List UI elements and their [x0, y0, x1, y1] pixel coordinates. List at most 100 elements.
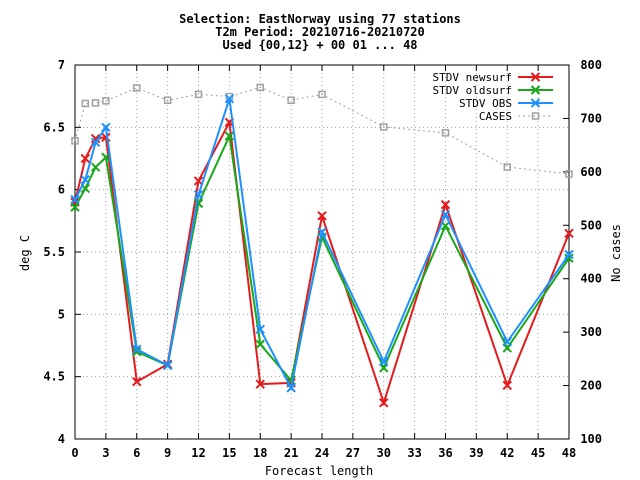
data-point-stdv-obs — [379, 356, 389, 367]
x-tick-label: 30 — [377, 446, 391, 460]
legend-label: CASES — [479, 110, 512, 123]
data-point-stdv-obs — [132, 344, 142, 354]
legend-label: STDV OBS — [459, 97, 512, 110]
y-tick-label: 4.5 — [43, 370, 65, 384]
data-point-stdv-obs — [255, 324, 265, 335]
y-tick-labels: 4 4.5 5 5.5 6 6.5 7 — [43, 58, 65, 446]
series-line-stdv-newsurf — [74, 118, 570, 407]
legend-entry-stdv-newsurf: STDV newsurf — [433, 71, 553, 84]
data-point-stdv-obs — [90, 137, 101, 148]
data-point-stdv-obs — [440, 209, 451, 220]
legend-marker — [530, 85, 541, 95]
y-tick-label: 7 — [58, 58, 65, 72]
x-tick-label: 48 — [562, 446, 576, 460]
legend-label: STDV newsurf — [433, 71, 512, 84]
series-group — [70, 83, 574, 408]
series-line-stdv-obs — [74, 98, 570, 391]
data-point-stdv-newsurf — [502, 380, 512, 391]
data-point-stdv-newsurf — [379, 398, 389, 408]
data-point-stdv-obs — [101, 122, 111, 133]
data-point-cases — [503, 163, 511, 171]
data-point-cases — [163, 96, 172, 105]
y2-tick-label: 800 — [580, 58, 602, 72]
y-tick-label: 6 — [58, 183, 65, 197]
data-point-cases — [318, 90, 326, 99]
y2-tick-label: 200 — [580, 379, 602, 393]
y2-tick-label: 600 — [580, 165, 602, 179]
data-point-stdv-obs — [502, 337, 512, 347]
y2-tick-label: 300 — [580, 325, 602, 339]
y-tick-label: 6.5 — [43, 120, 65, 134]
x-tick-label: 15 — [222, 446, 236, 460]
x-axis-label: Forecast length — [265, 464, 373, 478]
data-point-cases — [194, 90, 203, 99]
x-tick-label: 27 — [346, 446, 360, 460]
data-point-stdv-obs — [193, 189, 204, 200]
title-line-2: T2m Period: 20210716-20210720 — [215, 25, 425, 39]
x-tick-label: 39 — [469, 446, 483, 460]
plot-frame — [74, 64, 570, 440]
data-point-stdv-oldsurf — [224, 131, 235, 141]
data-point-cases — [91, 99, 100, 107]
data-point-cases — [380, 123, 388, 131]
legend-marker — [530, 72, 541, 82]
data-point-stdv-newsurf — [132, 376, 142, 387]
title-line-3: Used {00,12} + 00 01 ... 48 — [222, 38, 417, 52]
data-point-stdv-obs — [70, 194, 80, 205]
y-tick-label: 5 — [58, 307, 65, 321]
data-point-stdv-newsurf — [564, 228, 574, 239]
x-tick-label: 42 — [500, 446, 514, 460]
data-point-cases — [81, 99, 90, 108]
x-tick-label: 33 — [407, 446, 421, 460]
y2-axis-label: No cases — [609, 224, 623, 282]
title-line-1: Selection: EastNorway using 77 stations — [179, 12, 461, 26]
data-point-stdv-newsurf — [80, 153, 90, 164]
series-line-stdv-oldsurf — [74, 132, 570, 383]
data-point-stdv-oldsurf — [90, 162, 101, 172]
x-tick-label: 21 — [284, 446, 298, 460]
legend-entry-stdv-oldsurf: STDV oldsurf — [433, 84, 553, 97]
y2-tick-label: 700 — [580, 111, 602, 125]
data-point-stdv-oldsurf — [70, 202, 80, 212]
legend-entry-stdv-obs: STDV OBS — [459, 97, 553, 110]
data-point-cases — [256, 83, 264, 92]
legend-marker — [530, 98, 541, 108]
x-tick-label: 0 — [71, 446, 78, 460]
x-tick-label: 24 — [315, 446, 329, 460]
x-tick-label: 45 — [531, 446, 545, 460]
y2-tick-label: 400 — [580, 272, 602, 286]
data-point-stdv-oldsurf — [564, 253, 574, 263]
data-point-stdv-newsurf — [317, 211, 327, 221]
data-point-stdv-oldsurf — [255, 339, 265, 349]
x-tick-label: 3 — [102, 446, 109, 460]
x-tick-label: 9 — [164, 446, 171, 460]
y-tick-label: 5.5 — [43, 245, 65, 259]
x-tick-label: 36 — [438, 446, 452, 460]
y2-tick-labels: 100 200 300 400 500 600 700 800 — [580, 58, 602, 446]
data-point-stdv-obs — [317, 227, 327, 237]
y2-tick-label: 100 — [580, 432, 602, 446]
y-tick-label: 4 — [58, 432, 65, 446]
data-point-stdv-oldsurf — [132, 347, 142, 357]
data-point-stdv-newsurf — [255, 379, 265, 389]
legend-entry-cases: CASES — [479, 110, 553, 123]
x-tick-label: 12 — [191, 446, 205, 460]
x-tick-label: 6 — [133, 446, 140, 460]
y2-tick-label: 500 — [580, 218, 602, 232]
data-point-cases — [441, 129, 450, 137]
series-line-cases — [74, 86, 570, 175]
data-point-cases — [102, 97, 110, 105]
data-point-cases — [287, 96, 295, 105]
data-point-cases — [71, 137, 79, 145]
data-point-stdv-obs — [224, 93, 235, 104]
data-point-cases — [565, 170, 573, 178]
chart-title: Selection: EastNorway using 77 stations … — [179, 12, 461, 52]
data-point-stdv-obs — [286, 383, 296, 393]
data-point-stdv-oldsurf — [101, 152, 111, 162]
x-tick-labels: 0 3 6 9 12 15 18 21 24 27 30 33 36 39 42 45 48 — [71, 446, 576, 460]
data-point-stdv-obs — [80, 174, 90, 185]
data-point-stdv-newsurf — [90, 133, 101, 144]
data-point-stdv-newsurf — [440, 199, 451, 210]
